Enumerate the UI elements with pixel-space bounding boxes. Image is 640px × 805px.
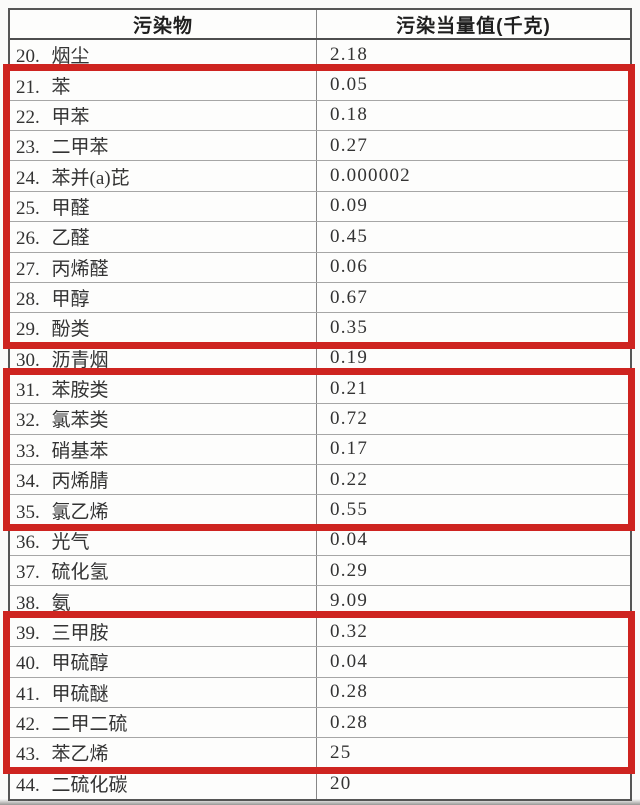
table-row: 24. 苯并(a)芘 0.000002	[10, 161, 630, 192]
equivalent-value-cell: 0.67	[316, 282, 630, 313]
pollutant-name-cell: 23. 二甲苯	[16, 137, 109, 159]
equivalent-value-cell: 0.21	[316, 373, 630, 404]
equivalent-value-cell: 0.22	[316, 465, 630, 495]
pollutant-name-cell: 38. 氨	[16, 592, 71, 614]
equivalent-value-cell: 0.05	[316, 70, 630, 100]
table-row: 36. 光气 0.04	[10, 525, 630, 557]
table-row: 42. 二甲二硫 0.28	[10, 707, 630, 739]
pollutant-name-cell: 39. 三甲胺	[16, 623, 109, 644]
table-row: 27. 丙烯醛 0.06	[10, 252, 630, 283]
pollutant-name-cell: 24. 苯并(a)芘	[16, 167, 130, 189]
equivalent-value-cell: 0.06	[316, 252, 630, 282]
equivalent-value-cell: 9.09	[316, 586, 630, 616]
equivalent-value-cell: 2.18	[316, 40, 630, 70]
pollutant-name-cell: 33. 硝基苯	[16, 440, 109, 462]
equivalent-value-cell: 0.09	[316, 191, 630, 222]
equivalent-value-cell: 0.35	[316, 313, 630, 343]
table-row: 33. 硝基苯 0.17	[10, 434, 630, 466]
table-row: 26. 乙醛 0.45	[10, 222, 630, 253]
table-row: 39. 三甲胺 0.32	[10, 616, 630, 648]
equivalent-value-cell: 0.000002	[316, 161, 630, 191]
table-header-row: 污染物 污染当量值(千克)	[10, 10, 630, 40]
equivalent-value-cell: 0.29	[316, 556, 630, 586]
table-row: 37. 硫化氢 0.29	[10, 556, 630, 587]
pollutant-name-cell: 42. 二甲二硫	[16, 714, 128, 736]
pollutant-name-cell: 21. 苯	[16, 76, 71, 98]
table-row: 32. 氯苯类 0.72	[10, 404, 630, 435]
pollutant-name-cell: 27. 丙烯醛	[16, 258, 109, 280]
pollutant-name-cell: 31. 苯胺类	[16, 380, 109, 402]
pollutant-name-cell: 22. 甲苯	[16, 106, 90, 128]
table-row: 40. 甲硫醇 0.04	[10, 647, 630, 678]
table-row: 23. 二甲苯 0.27	[10, 131, 630, 162]
equivalent-value-cell: 0.32	[316, 616, 630, 647]
pollutant-name-cell: 28. 甲醇	[16, 289, 90, 311]
equivalent-value-cell: 0.45	[316, 222, 630, 252]
pollutant-name-cell: 41. 甲硫醚	[16, 683, 109, 705]
table-row: 30. 沥青烟 0.19	[10, 343, 630, 374]
table-body: 20. 烟尘 2.18 21. 苯 0.05 22. 甲苯 0.18 23. 二…	[10, 40, 630, 799]
table-row: 28. 甲醇 0.67	[10, 282, 630, 314]
table-row: 29. 酚类 0.35	[10, 313, 630, 344]
pollutant-name-cell: 35. 氯乙烯	[16, 501, 109, 523]
equivalent-value-cell: 0.04	[316, 525, 630, 556]
table-row: 35. 氯乙烯 0.55	[10, 495, 630, 526]
table-row: 34. 丙烯腈 0.22	[10, 465, 630, 496]
table-row: 22. 甲苯 0.18	[10, 100, 630, 132]
table-row: 31. 苯胺类 0.21	[10, 373, 630, 405]
pollutant-name-cell: 44. 二硫化碳	[16, 775, 128, 797]
table-row: 43. 苯乙烯 25	[10, 738, 630, 769]
pollutant-name-cell: 29. 酚类	[16, 319, 90, 341]
equivalent-value-cell: 0.72	[316, 404, 630, 434]
pollutant-name-cell: 37. 硫化氢	[16, 562, 109, 584]
table-row: 38. 氨 9.09	[10, 586, 630, 617]
header-pollutant: 污染物	[132, 15, 193, 37]
table-row: 44. 二硫化碳 20	[10, 768, 630, 799]
equivalent-value-cell: 0.28	[316, 677, 630, 707]
table-row: 21. 苯 0.05	[10, 70, 630, 101]
pollutant-name-cell: 43. 苯乙烯	[16, 744, 109, 766]
equivalent-value-cell: 0.28	[316, 707, 630, 738]
equivalent-value-cell: 20	[316, 768, 630, 799]
equivalent-value-cell: 0.17	[316, 434, 630, 465]
equivalent-value-cell: 0.27	[316, 131, 630, 161]
equivalent-value-cell: 0.55	[316, 495, 630, 525]
table-row: 20. 烟尘 2.18	[10, 40, 630, 71]
equivalent-value-cell: 25	[316, 738, 630, 768]
pollutant-name-cell: 32. 氯苯类	[16, 410, 109, 432]
pollutant-table: 污染物 污染当量值(千克) 20. 烟尘 2.18 21. 苯 0.05 22.…	[3, 8, 635, 801]
header-equivalent-value: 污染当量值(千克)	[316, 10, 630, 38]
table-row: 41. 甲硫醚 0.28	[10, 677, 630, 708]
table-row: 25. 甲醛 0.09	[10, 191, 630, 223]
pollutant-name-cell: 30. 沥青烟	[16, 349, 109, 371]
pollutant-name-cell: 36. 光气	[16, 531, 90, 553]
pollutant-name-cell: 34. 丙烯腈	[16, 471, 109, 493]
equivalent-value-cell: 0.18	[316, 100, 630, 131]
pollutant-name-cell: 40. 甲硫醇	[16, 653, 109, 675]
pollutant-name-cell: 25. 甲醛	[16, 197, 90, 219]
equivalent-value-cell: 0.19	[316, 343, 630, 373]
pollutant-name-cell: 26. 乙醛	[16, 228, 90, 250]
equivalent-value-cell: 0.04	[316, 647, 630, 677]
pollutant-name-cell: 20. 烟尘	[16, 46, 90, 68]
